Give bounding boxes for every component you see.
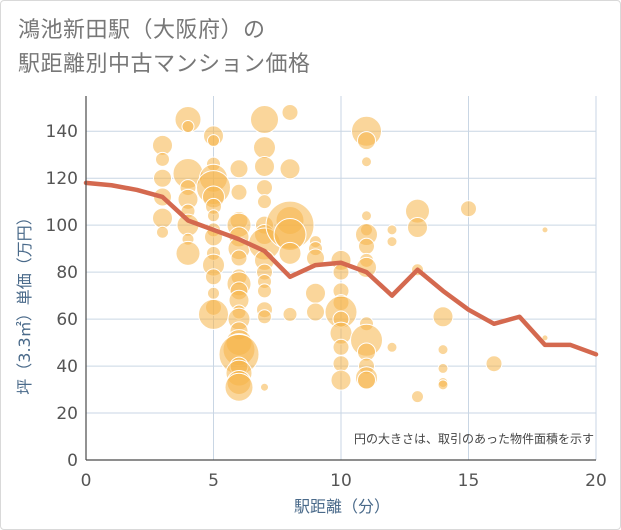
bubble <box>305 282 326 304</box>
bubble <box>485 355 503 373</box>
bubble <box>257 309 272 325</box>
y-tick-label: 0 <box>67 451 78 471</box>
bubble <box>156 225 169 239</box>
tick-labels: 0 5 10 15 20 0 20 40 60 80 100 120 140 <box>46 122 607 491</box>
bubble <box>361 156 372 168</box>
x-tick-label: 5 <box>208 471 219 491</box>
bubble <box>278 241 302 265</box>
bubble <box>230 183 248 201</box>
bubble <box>357 131 376 151</box>
x-axis-label: 駅距離（分） <box>294 497 390 516</box>
bubble <box>181 120 195 134</box>
bubble <box>155 151 170 167</box>
bubble <box>207 209 220 223</box>
bubble <box>254 155 275 177</box>
bubble <box>437 379 449 391</box>
y-axis-label: 坪（3.3㎡）単価（万円） <box>15 209 34 394</box>
bubble <box>437 362 449 374</box>
bubble <box>386 341 398 353</box>
bubble <box>407 217 428 239</box>
y-tick-label: 40 <box>56 357 78 377</box>
bubble <box>230 249 248 267</box>
bubble <box>257 194 272 210</box>
bubble <box>541 334 549 342</box>
bubble <box>253 136 276 160</box>
chart-title-block: 鴻池新田駅（大阪府）の 駅距離別中古マンション価格 <box>18 14 311 82</box>
y-tick-label: 100 <box>46 216 78 236</box>
bubble <box>198 298 229 330</box>
bubble <box>541 226 549 234</box>
trend-line-group <box>83 180 599 357</box>
bubble-size-note: 円の大きさは、取引のあった物件面積を示す <box>354 431 594 446</box>
bubble <box>207 286 220 300</box>
bubble <box>332 338 350 356</box>
y-tick-label: 80 <box>56 263 78 283</box>
x-tick-label: 20 <box>585 471 607 491</box>
bubble <box>411 390 424 404</box>
bubble <box>153 168 172 188</box>
bubble <box>224 372 254 402</box>
bubble <box>282 306 298 322</box>
bubble <box>152 207 173 229</box>
y-tick-label: 120 <box>46 169 78 189</box>
bubble <box>330 369 352 391</box>
bubble <box>358 237 375 255</box>
axes <box>85 96 596 461</box>
chart-subtitle: 駅距離別中古マンション価格 <box>18 52 311 77</box>
trend-line <box>83 180 599 357</box>
bubble <box>432 306 454 328</box>
bubbles <box>152 103 549 404</box>
bubble <box>306 302 325 322</box>
y-tick-label: 60 <box>56 310 78 330</box>
bubble <box>460 200 477 218</box>
y-tick-label: 20 <box>56 404 78 424</box>
bubble <box>229 159 249 179</box>
bubble <box>175 240 201 266</box>
chart-title: 鴻池新田駅（大阪府）の <box>18 18 266 43</box>
bubble <box>207 134 220 148</box>
x-tick-label: 10 <box>330 471 352 491</box>
bubble <box>332 355 350 373</box>
y-tick-label: 140 <box>46 122 78 142</box>
bubble <box>357 370 376 390</box>
bubble <box>386 224 398 236</box>
bubble <box>279 158 301 180</box>
bubble <box>257 283 272 299</box>
bubble <box>281 103 299 121</box>
x-tick-label: 0 <box>81 471 92 491</box>
bubble <box>386 236 398 248</box>
bubble <box>205 268 222 286</box>
bubble <box>250 104 279 134</box>
bubble <box>260 382 269 392</box>
bubble <box>361 210 372 222</box>
bubble <box>256 179 273 197</box>
x-tick-label: 15 <box>458 471 480 491</box>
bubble <box>437 344 449 356</box>
